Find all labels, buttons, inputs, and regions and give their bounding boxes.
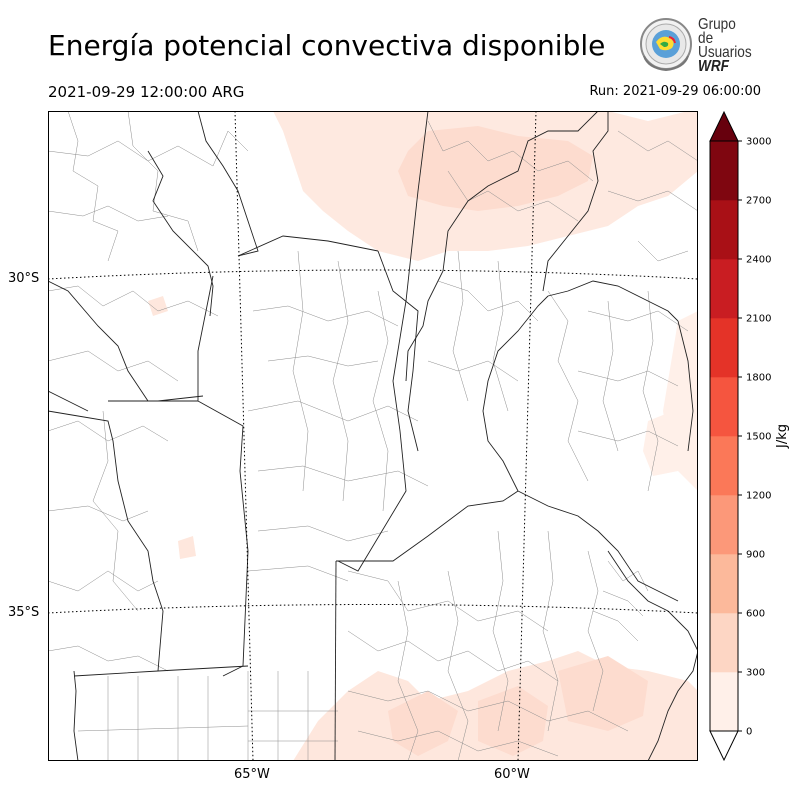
province-borders [48,111,698,761]
logo-line3: WRF [698,58,729,75]
border-cordoba-santafe [377,250,419,452]
border-santiago-santafe [337,111,429,572]
colorbar-bands [710,141,738,732]
logo-globe-icon [640,18,692,72]
run-time: Run: 2021-09-29 06:00:00 [589,84,761,99]
border-sanjuan-mendoza [48,410,164,672]
colorbar-tick-label: 600 [746,609,765,620]
lat-label-30s: 30°S [8,271,40,286]
border-lapampa-bsas [334,560,337,761]
map-frame [48,111,698,761]
colorbar-band [710,141,738,201]
department-borders [48,111,698,761]
colorbar-band [710,436,738,496]
colorbar-band [710,259,738,319]
cape-area-south-core-2 [478,686,548,756]
border-uruguay-entrerios [517,490,679,602]
colorbar-under-triangle [709,730,739,762]
logo-line2: Usuarios [698,44,752,61]
colorbar-ticks: 0 300 600 900 1200 1500 1800 2100 2400 2700 3000 [738,137,771,738]
map-panel [48,111,698,761]
logo-line1: Grupo de [698,16,736,47]
graticule-lat-35 [48,604,698,614]
colorbar-tick-label: 2700 [746,196,771,207]
colorbar-band [710,377,738,437]
page-title: Energía potencial convectiva disponible [48,29,606,62]
lat-label-35s: 35°S [8,605,40,620]
graticule-lon-65 [234,111,254,761]
border-far-west [48,390,89,412]
colorbar-band [710,613,738,673]
border-cordoba-sanluis [197,275,249,677]
colorbar-tick-label: 300 [746,668,765,679]
logo: Grupo de Usuarios WRF [638,16,758,75]
colorbar-tick-label: 3000 [746,137,771,148]
colorbar-tick-label: 0 [746,727,752,738]
colorbar-tick-label: 900 [746,550,765,561]
colorbar-tick-label: 1800 [746,373,771,384]
colorbar-band [710,200,738,260]
border-tucuman-santiago [197,111,259,257]
cape-shading [148,111,698,761]
border-entrerios-corrientes [482,295,549,492]
cape-area-south-core-3 [558,656,648,731]
cape-area-north-core [398,126,593,211]
colorbar-band [710,318,738,378]
border-santafe-entrerios [405,111,599,382]
valid-time: 2021-09-29 12:00:00 ARG [48,83,245,101]
border-cordoba-bsas [336,490,519,562]
lon-label-60w: 60°W [494,767,530,782]
border-santiago-cordoba-north [237,235,379,257]
colorbar-tick-label: 2400 [746,255,771,266]
colorbar: 0 300 600 900 1200 1500 1800 2100 2400 2700 3000 J… [709,111,790,762]
colorbar-tick-label: 1200 [746,491,771,502]
colorbar-band [710,554,738,614]
lon-label-65w: 65°W [234,767,270,782]
colorbar-over-triangle [709,111,739,142]
colorbar-tick-label: 1500 [746,432,771,443]
graticule-lat-30 [48,269,698,280]
border-catamarca-larioja [147,150,214,317]
border-sanluis-lapampa [73,665,249,677]
logo-text: Grupo de Usuarios WRF [698,16,752,75]
colorbar-label: J/kg [775,424,790,449]
graticule-lon-60 [517,111,537,761]
coast-rio-de-la-plata [607,550,698,761]
border-mendoza-lapampa-south [73,670,79,761]
border-mendoza-sanluis [108,395,204,402]
border-uruguay-east [677,320,694,452]
colorbar-band [710,495,738,555]
colorbar-band [710,672,738,732]
border-corrientes-misiones [547,280,679,322]
border-chaco-corrientes [542,111,609,292]
graticule [48,111,698,761]
cape-area-south-core [388,691,458,756]
colorbar-tick-label: 2100 [746,314,771,325]
